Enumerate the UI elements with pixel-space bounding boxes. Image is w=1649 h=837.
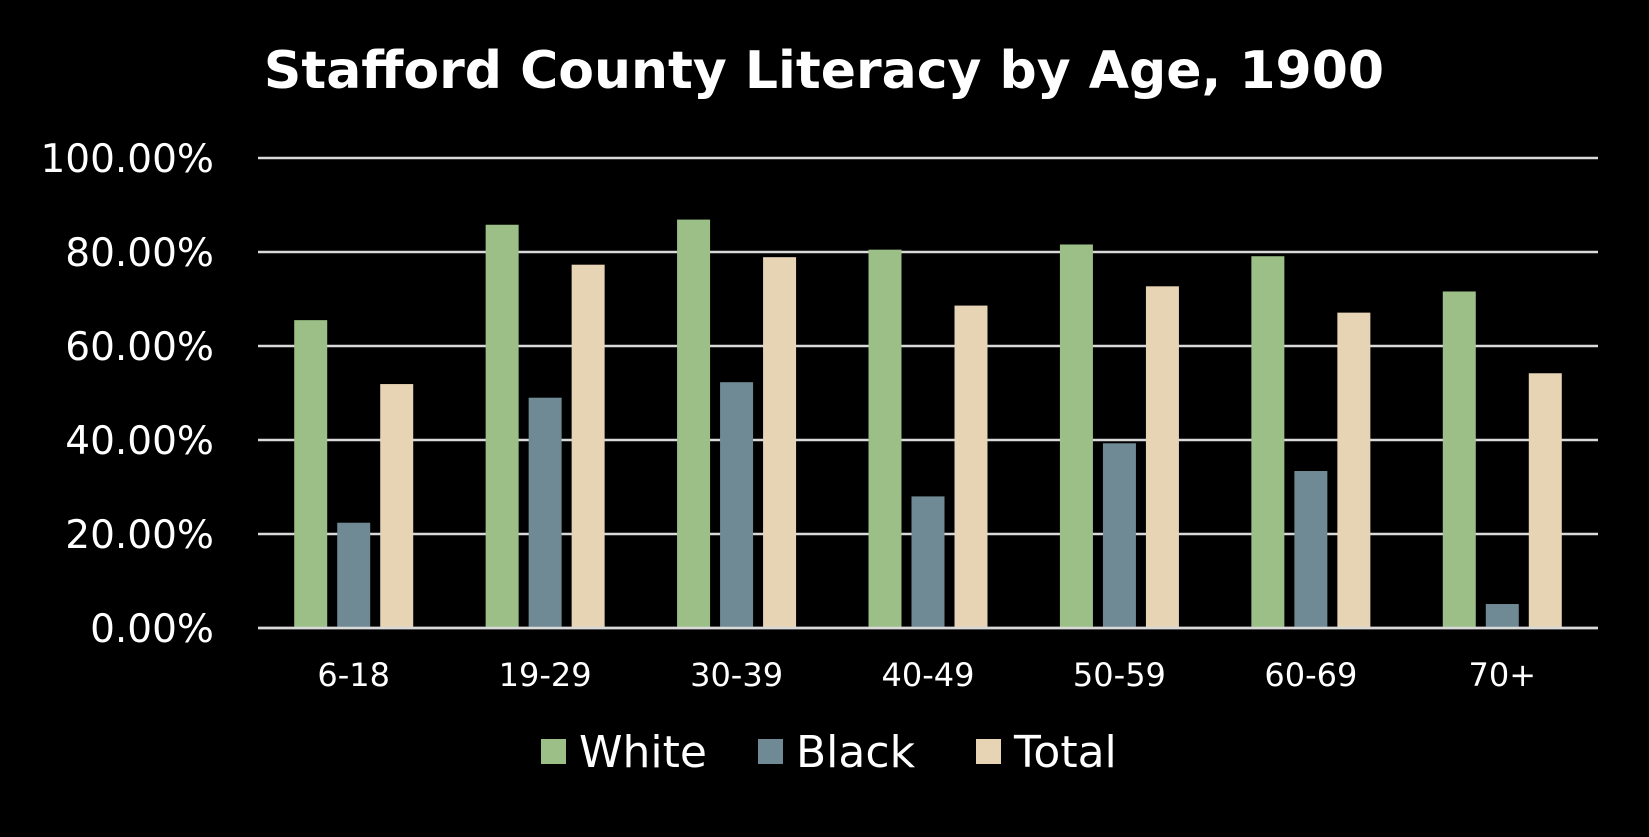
- x-tick-label: 50-59: [1073, 656, 1166, 694]
- bar-black-70+: [1485, 604, 1519, 628]
- bars: [258, 219, 1598, 630]
- bar-total-19-29: [571, 264, 605, 628]
- bar-black-60-69: [1294, 471, 1328, 628]
- x-tick-label: 60-69: [1264, 656, 1357, 694]
- bar-white-40-49: [868, 249, 902, 628]
- legend-label-total: Total: [1013, 727, 1117, 778]
- y-tick-label: 40.00%: [65, 419, 214, 464]
- bar-black-6-18: [337, 522, 371, 628]
- legend: White Black Total: [541, 727, 1117, 778]
- y-tick-label: 80.00%: [65, 231, 214, 276]
- bar-black-50-59: [1102, 443, 1136, 628]
- bar-black-40-49: [911, 496, 945, 628]
- bar-total-70+: [1528, 373, 1562, 628]
- chart-title: Stafford County Literacy by Age, 1900: [264, 41, 1384, 101]
- legend-swatch-black: [758, 739, 783, 764]
- bar-white-19-29: [485, 224, 519, 629]
- bar-total-40-49: [954, 305, 988, 628]
- bar-black-19-29: [528, 397, 562, 628]
- x-tick-label: 70+: [1469, 656, 1537, 694]
- y-tick-label: 0.00%: [90, 607, 214, 652]
- bar-total-6-18: [380, 384, 414, 628]
- x-tick-label: 30-39: [690, 656, 783, 694]
- bar-white-30-39: [677, 219, 711, 628]
- y-axis-ticks: 0.00% 20.00% 40.00% 60.00% 80.00% 100.00%: [40, 137, 214, 652]
- legend-label-black: Black: [796, 727, 916, 778]
- x-tick-label: 6-18: [317, 656, 390, 694]
- x-tick-label: 19-29: [499, 656, 592, 694]
- legend-swatch-white: [541, 739, 566, 764]
- bar-total-60-69: [1337, 312, 1371, 628]
- x-axis-ticks: 6-18 19-29 30-39 40-49 50-59 60-69 70+: [317, 656, 1536, 694]
- bar-total-50-59: [1145, 286, 1179, 628]
- bar-total-30-39: [763, 257, 797, 628]
- y-tick-label: 100.00%: [40, 137, 214, 182]
- y-tick-label: 60.00%: [65, 325, 214, 370]
- bar-white-50-59: [1059, 244, 1093, 629]
- x-tick-label: 40-49: [882, 656, 975, 694]
- legend-swatch-total: [976, 739, 1001, 764]
- y-tick-label: 20.00%: [65, 513, 214, 558]
- bar-white-70+: [1442, 291, 1476, 628]
- bar-white-60-69: [1251, 256, 1285, 628]
- legend-label-white: White: [579, 727, 707, 778]
- bar-black-30-39: [720, 382, 754, 628]
- bar-white-6-18: [294, 320, 328, 628]
